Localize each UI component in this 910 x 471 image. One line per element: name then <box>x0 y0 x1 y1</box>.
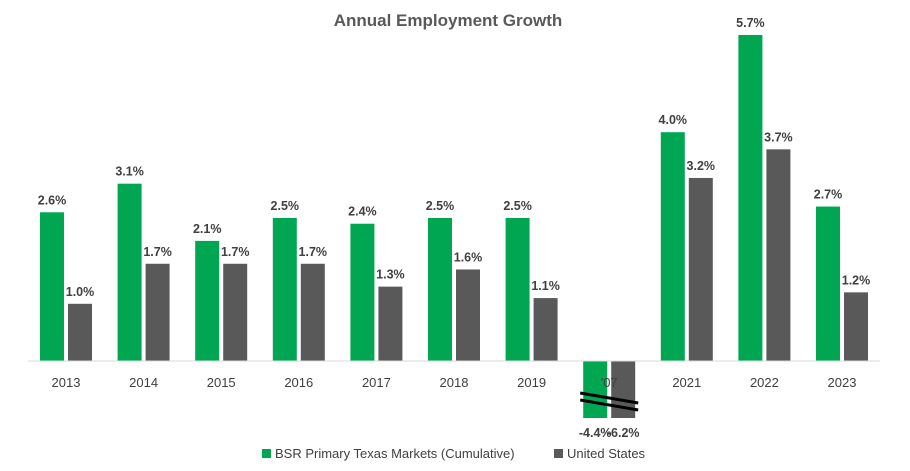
bar-us-2013 <box>68 303 92 361</box>
category-label-2018: 2018 <box>440 375 469 390</box>
category-label-2023: 2023 <box>828 375 857 390</box>
data-label-us-2023: 1.2% <box>842 273 871 287</box>
chart-title: Annual Employment Growth <box>334 11 563 30</box>
data-label-bsr-2020: -4.4% <box>579 426 612 440</box>
bar-bsr-2015 <box>195 240 220 361</box>
bar-bsr-2018 <box>428 218 452 361</box>
data-label-bsr-2023: 2.7% <box>814 188 843 202</box>
data-label-bsr-2022: 5.7% <box>736 16 765 30</box>
bar-bsr-2022 <box>738 34 763 362</box>
category-label-2016: 2016 <box>284 375 313 390</box>
bars-layer <box>40 34 868 418</box>
bar-bsr-2020 <box>583 361 608 418</box>
category-label-2014: 2014 <box>129 375 158 390</box>
data-label-us-2015: 1.7% <box>221 245 250 259</box>
bar-bsr-2017 <box>350 223 375 361</box>
bar-us-2023 <box>844 292 868 361</box>
data-label-bsr-2021: 4.0% <box>659 113 688 127</box>
data-label-bsr-2017: 2.4% <box>348 205 377 219</box>
data-label-bsr-2018: 2.5% <box>426 199 455 213</box>
bar-us-2015 <box>223 263 248 361</box>
category-label-2019: 2019 <box>517 375 546 390</box>
data-label-bsr-2015: 2.1% <box>193 222 222 236</box>
bar-bsr-2013 <box>40 212 64 361</box>
data-label-bsr-2013: 2.6% <box>38 193 67 207</box>
bar-bsr-2014 <box>117 183 142 361</box>
bar-us-2018 <box>456 269 480 361</box>
bar-us-2017 <box>378 286 403 361</box>
data-label-us-2019: 1.1% <box>531 279 560 293</box>
category-label-2015: 2015 <box>207 375 236 390</box>
data-label-bsr-2016: 2.5% <box>271 199 300 213</box>
data-label-us-2016: 1.7% <box>299 245 328 259</box>
legend-swatch-bsr <box>262 449 271 458</box>
bar-us-2022 <box>766 149 791 361</box>
data-label-us-2021: 3.2% <box>687 159 716 173</box>
category-label-2021: 2021 <box>672 375 701 390</box>
bar-us-2014 <box>145 263 170 361</box>
bar-bsr-2021 <box>660 132 685 361</box>
category-label-2020: '07 <box>601 375 618 390</box>
data-label-us-2013: 1.0% <box>66 285 95 299</box>
bar-bsr-2019 <box>505 218 530 361</box>
bar-us-2019 <box>533 298 558 361</box>
bar-us-2016 <box>300 263 325 361</box>
bar-bsr-2023 <box>816 206 840 361</box>
data-label-us-2014: 1.7% <box>143 245 172 259</box>
data-label-bsr-2014: 3.1% <box>115 165 144 179</box>
legend: BSR Primary Texas Markets (Cumulative) U… <box>262 446 646 461</box>
data-labels: 2.6% 1.0% 3.1% 1.7% 2.1% 1.7% 2.5% 1.7% 2.4% 1.3%… <box>38 16 871 440</box>
category-label-2022: 2022 <box>750 375 779 390</box>
data-label-us-2018: 1.6% <box>454 250 483 264</box>
bar-us-2021 <box>688 177 713 361</box>
axis-break-mark-upper <box>579 391 639 405</box>
legend-label-bsr: BSR Primary Texas Markets (Cumulative) <box>275 446 515 461</box>
category-label-2017: 2017 <box>362 375 391 390</box>
category-labels: 2013 2014 2015 2016 2017 2018 2019 '07 2021 2022 2… <box>52 375 857 390</box>
category-label-2013: 2013 <box>52 375 81 390</box>
legend-swatch-us <box>554 449 563 458</box>
legend-label-us: United States <box>567 446 646 461</box>
data-label-us-2020: -6.2% <box>607 426 640 440</box>
data-label-us-2017: 1.3% <box>376 268 405 282</box>
bar-bsr-2016 <box>272 218 297 361</box>
data-label-bsr-2019: 2.5% <box>503 199 532 213</box>
axis-break-mark-lower <box>579 398 639 412</box>
data-label-us-2022: 3.7% <box>764 130 793 144</box>
